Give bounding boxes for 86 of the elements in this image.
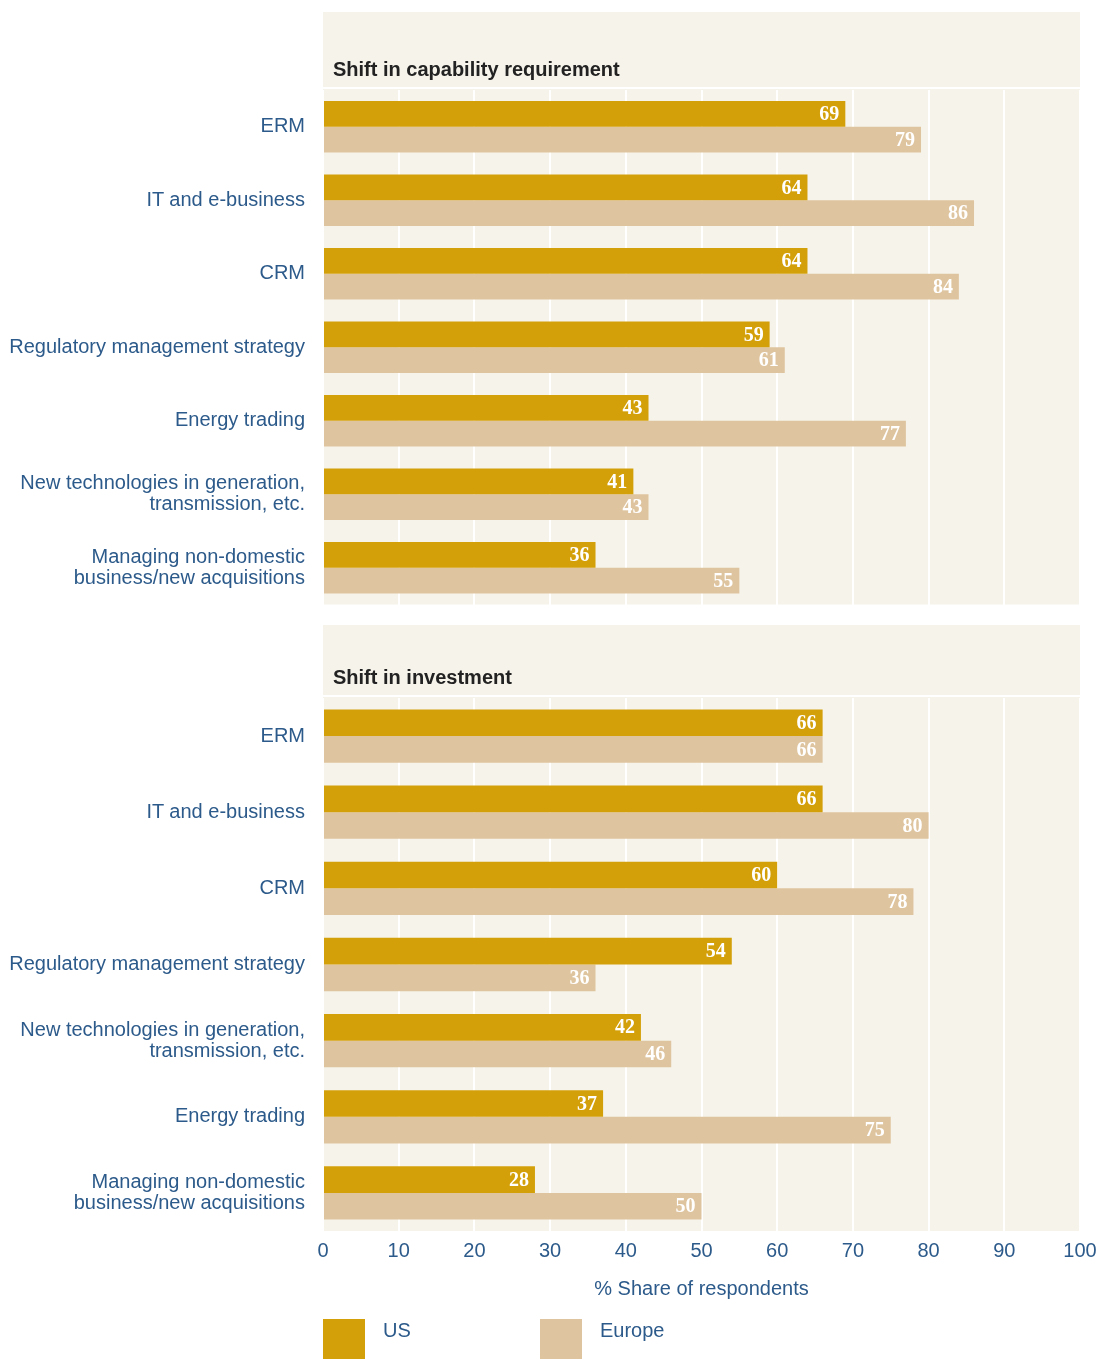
bar: [324, 321, 770, 348]
chart-title: Shift in capability requirement: [333, 58, 621, 80]
y-tick-label: Energy trading: [174, 1104, 305, 1127]
bar: [324, 1090, 604, 1117]
data-label: 41: [607, 469, 628, 492]
bar: [324, 126, 922, 153]
y-tick-label: CRM: [259, 261, 305, 284]
bar: [324, 785, 823, 813]
bar: [324, 420, 906, 447]
bar: [324, 542, 596, 568]
data-label: 79: [895, 127, 916, 150]
data-label: 54: [705, 939, 726, 962]
bar: [324, 494, 649, 520]
x-tick-label: 20: [463, 1238, 486, 1261]
data-label: 59: [743, 322, 764, 345]
bar: [324, 1116, 891, 1144]
y-tick-label: Managing non-domestic business/new acquisitions: [73, 1169, 305, 1213]
x-tick-label: 30: [538, 1238, 562, 1261]
data-label: 42: [614, 1015, 635, 1038]
bar: [324, 1013, 641, 1041]
bar: [324, 174, 808, 201]
bar: [324, 395, 649, 421]
data-label: 66: [796, 710, 817, 733]
bar: [324, 937, 732, 965]
y-tick-label: ERM: [260, 723, 305, 746]
y-tick-label: Regulatory management strategy: [9, 952, 305, 975]
legend-label: Europe: [600, 1319, 665, 1342]
bar: [324, 888, 914, 916]
bar: [324, 736, 823, 763]
bar: [324, 248, 808, 274]
bar: [324, 567, 740, 594]
data-label: 64: [781, 175, 802, 198]
bar: [324, 347, 785, 373]
bar: [324, 200, 975, 226]
data-label: 77: [879, 421, 900, 444]
legend-label: US: [383, 1319, 411, 1342]
y-tick-label: IT and e-business: [146, 799, 305, 822]
data-label: 64: [781, 249, 802, 272]
y-tick-label: ERM: [260, 114, 305, 137]
y-tick-label: Energy trading: [174, 408, 305, 431]
y-tick-label: New technologies in generation, transmission, etc.: [20, 471, 305, 515]
data-label: 86: [948, 201, 969, 224]
data-label: 43: [622, 495, 643, 518]
y-tick-label: Regulatory management strategy: [9, 334, 305, 357]
x-axis-title: % Share of respondents: [594, 1276, 809, 1299]
bar: [324, 468, 634, 495]
data-label: 80: [902, 813, 923, 836]
y-tick-label: New technologies in generation, transmission, etc.: [20, 1017, 305, 1061]
x-tick-label: 70: [841, 1238, 865, 1261]
bar: [324, 273, 959, 300]
data-label: 46: [645, 1042, 666, 1065]
bar: [324, 964, 596, 992]
bar: [324, 101, 846, 127]
bar: [324, 1166, 535, 1193]
x-tick-label: 0: [317, 1238, 329, 1261]
data-label: 28: [508, 1167, 529, 1190]
y-tick-label: CRM: [259, 875, 305, 898]
bar: [324, 861, 778, 889]
data-label: 84: [932, 274, 953, 297]
data-label: 60: [751, 863, 772, 886]
bar: [324, 812, 929, 839]
x-tick-label: 80: [917, 1238, 940, 1261]
x-tick-label: 10: [387, 1238, 410, 1261]
x-tick-label: 90: [993, 1238, 1016, 1261]
bar: [324, 1192, 702, 1220]
y-tick-label: Managing non-domestic business/new acquisitions: [73, 544, 305, 588]
chart-title: Shift in investment: [333, 666, 513, 688]
data-label: 66: [796, 787, 817, 810]
data-label: 55: [713, 568, 734, 591]
data-label: 36: [569, 966, 590, 988]
x-tick-label: 100: [1063, 1238, 1097, 1261]
data-label: 75: [864, 1118, 885, 1141]
data-label: 61: [758, 348, 779, 371]
data-label: 37: [577, 1091, 598, 1114]
data-label: 43: [622, 396, 643, 419]
data-label: 66: [796, 737, 817, 760]
data-label: 69: [819, 102, 840, 125]
y-tick-label: IT and e-business: [146, 187, 305, 210]
x-tick-label: 40: [614, 1238, 637, 1261]
x-tick-label: 50: [690, 1238, 713, 1261]
bar: [324, 1040, 672, 1068]
data-label: 36: [569, 543, 590, 566]
data-label: 50: [675, 1194, 696, 1217]
data-label: 78: [887, 889, 908, 912]
bar: [324, 709, 823, 737]
x-tick-label: 60: [766, 1238, 789, 1261]
